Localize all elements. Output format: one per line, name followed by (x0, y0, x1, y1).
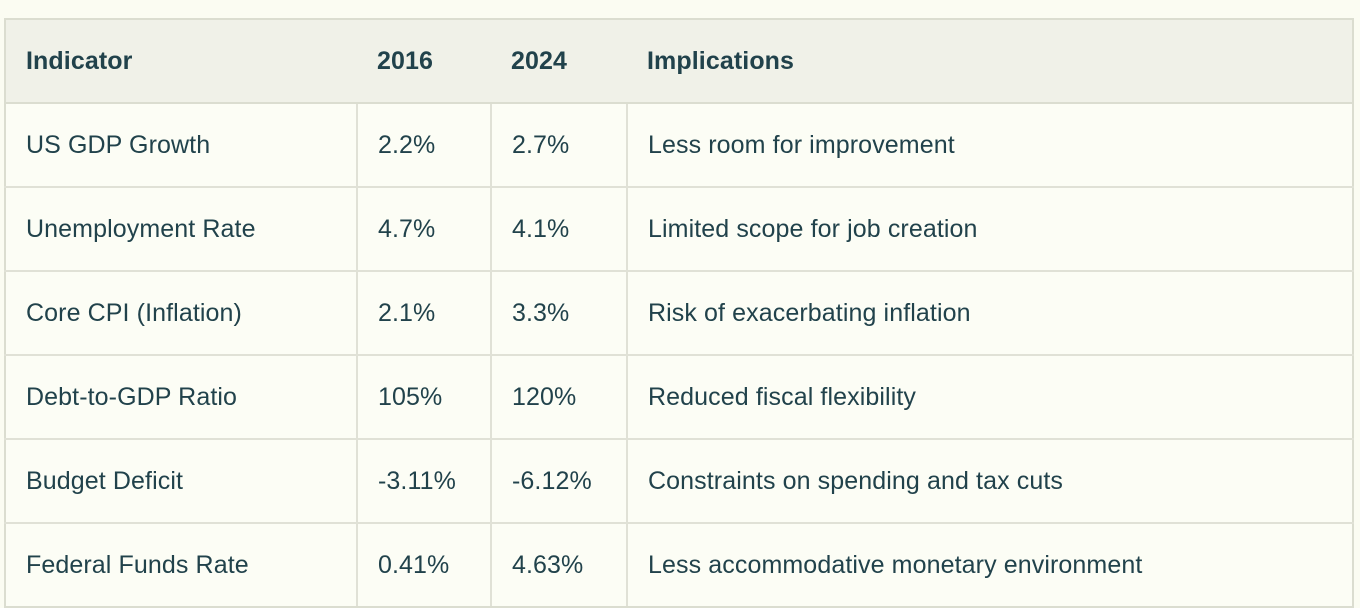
cell-2024: 4.63% (490, 522, 628, 608)
cell-2024: -6.12% (490, 438, 628, 524)
header-cell-implications: Implications (627, 19, 1353, 104)
table-row: Unemployment Rate 4.7% 4.1% Limited scop… (4, 186, 1354, 272)
table-row: US GDP Growth 2.2% 2.7% Less room for im… (4, 102, 1354, 188)
cell-2016: 0.41% (356, 522, 492, 608)
cell-indicator: Budget Deficit (4, 438, 358, 524)
cell-2016: 4.7% (356, 186, 492, 272)
cell-2024: 3.3% (490, 270, 628, 356)
cell-2016: 2.1% (356, 270, 492, 356)
cell-2024: 2.7% (490, 102, 628, 188)
cell-indicator: US GDP Growth (4, 102, 358, 188)
cell-2024: 120% (490, 354, 628, 440)
cell-2016: 2.2% (356, 102, 492, 188)
cell-indicator: Unemployment Rate (4, 186, 358, 272)
header-cell-2024: 2024 (491, 19, 627, 104)
cell-indicator: Debt-to-GDP Ratio (4, 354, 358, 440)
cell-implications: Less accommodative monetary environment (626, 522, 1354, 608)
economic-indicators-table-container: Indicator 2016 2024 Implications US GDP … (4, 18, 1354, 608)
cell-implications: Limited scope for job creation (626, 186, 1354, 272)
cell-implications: Reduced fiscal flexibility (626, 354, 1354, 440)
cell-2024: 4.1% (490, 186, 628, 272)
cell-implications: Risk of exacerbating inflation (626, 270, 1354, 356)
cell-2016: 105% (356, 354, 492, 440)
cell-indicator: Federal Funds Rate (4, 522, 358, 608)
header-row: Indicator 2016 2024 Implications (5, 19, 1353, 104)
table-body: US GDP Growth 2.2% 2.7% Less room for im… (4, 102, 1354, 608)
cell-2016: -3.11% (356, 438, 492, 524)
table-row: Budget Deficit -3.11% -6.12% Constraints… (4, 438, 1354, 524)
table-row: Debt-to-GDP Ratio 105% 120% Reduced fisc… (4, 354, 1354, 440)
economic-indicators-table: Indicator 2016 2024 Implications US GDP … (4, 18, 1354, 608)
table-header: Indicator 2016 2024 Implications (5, 19, 1353, 104)
header-cell-2016: 2016 (357, 19, 491, 104)
table-row: Core CPI (Inflation) 2.1% 3.3% Risk of e… (4, 270, 1354, 356)
cell-implications: Constraints on spending and tax cuts (626, 438, 1354, 524)
table-row: Federal Funds Rate 0.41% 4.63% Less acco… (4, 522, 1354, 608)
cell-indicator: Core CPI (Inflation) (4, 270, 358, 356)
cell-implications: Less room for improvement (626, 102, 1354, 188)
header-cell-indicator: Indicator (5, 19, 357, 104)
